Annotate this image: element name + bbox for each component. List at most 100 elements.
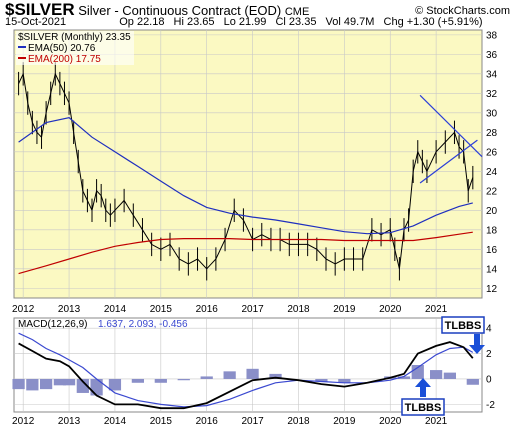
y-tick-label: 20 [486, 206, 498, 217]
instrument-name: Silver - Continuous Contract (EOD) [78, 3, 282, 18]
x-tick-label: 2015 [150, 416, 173, 427]
x-tick-label: 2012 [12, 304, 35, 315]
x-tick-label: 2021 [425, 416, 448, 427]
annotation-bottom-box [401, 398, 445, 416]
quote-high: Hi 23.65 [173, 16, 215, 28]
macd-y-axis: -2 0 2 4 [486, 324, 495, 411]
histogram-bar [12, 378, 25, 390]
histogram-bar [154, 378, 167, 383]
y-tick-label: 22 [486, 186, 498, 197]
histogram-bar [397, 376, 411, 379]
x-tick-label: 2017 [241, 416, 264, 427]
histogram-bar [430, 370, 443, 379]
chart-date: 15-Oct-2021 [5, 16, 67, 28]
price-y-axis: 12 14 16 18 20 22 24 26 28 30 32 34 36 38 [486, 30, 498, 294]
signal-line [18, 332, 474, 408]
price-legend: $SILVER (Monthly) 23.35 EMA(50) 20.76 EM… [16, 31, 134, 65]
annotation-top-arrow [469, 334, 485, 354]
x-tick-label: 2020 [379, 304, 402, 315]
histogram-bar [62, 378, 76, 386]
histogram-bar [200, 376, 213, 379]
x-tick-label: 2019 [333, 304, 356, 315]
y-tick-label: 30 [486, 108, 498, 119]
y-tick-label: 24 [486, 167, 498, 178]
y-tick-label: 26 [486, 147, 498, 158]
histogram-bar [315, 378, 328, 382]
quote-change: Chg +1.30 (+5.91%) [383, 16, 483, 28]
quote-low: Lo 21.99 [223, 16, 267, 28]
histogram-bar [40, 378, 53, 390]
macd-legend-label: MACD(12,26,9) [18, 319, 87, 330]
histogram-bar [223, 371, 236, 379]
quote-open: Op 22.18 [119, 16, 165, 28]
y-tick-label: 2 [486, 349, 492, 360]
y-tick-label: 18 [486, 225, 498, 236]
histogram-bar [338, 378, 351, 383]
y-tick-label: 34 [486, 69, 498, 80]
exchange: CME [284, 6, 310, 18]
histogram-bar [26, 378, 39, 391]
y-tick-label: -2 [486, 400, 495, 411]
ema200-line [18, 231, 473, 275]
legend-ema200: EMA(200) 17.75 [28, 54, 101, 65]
macd-legend-values: 1.637, 2.093, -0.456 [98, 319, 188, 330]
y-tick-label: 4 [486, 324, 492, 335]
histogram-bar [466, 378, 479, 385]
x-tick-label: 2013 [58, 416, 81, 427]
histogram-bar [443, 372, 456, 379]
ema50-line [18, 117, 473, 235]
y-tick-label: 36 [486, 50, 498, 61]
chart-title: $SILVER Silver - Continuous Contract (EO… [5, 0, 309, 20]
x-tick-label: 2016 [196, 416, 219, 427]
histogram-bar [108, 378, 122, 391]
x-tick-label: 2018 [287, 304, 310, 315]
quote-line: 15-Oct-2021 Op 22.18 Hi 23.65 Lo 21.99 C… [5, 16, 489, 28]
x-tick-label: 2021 [425, 304, 448, 315]
x-tick-label: 2012 [12, 416, 35, 427]
trend-line-upper [419, 94, 483, 158]
histogram-bar [76, 378, 89, 393]
y-tick-label: 0 [486, 374, 492, 385]
x-tick-label: 2016 [196, 304, 219, 315]
annotation-top-box [441, 316, 485, 334]
trend-line-lower [419, 139, 478, 184]
price-series [18, 62, 483, 281]
quote-close: Cl 23.35 [275, 16, 317, 28]
symbol: $SILVER [5, 0, 75, 19]
histogram-bar [90, 378, 103, 396]
histogram-bar [246, 368, 259, 379]
y-tick-label: 32 [486, 89, 498, 100]
x-tick-label: 2013 [58, 304, 81, 315]
price-x-axis: 2012 2013 2014 2015 2016 2017 2018 2019 2020 2021 [12, 304, 448, 315]
macd-panel [13, 317, 483, 413]
quote-volume: Vol 49.7M [325, 16, 375, 28]
annotation-bottom-label: TLBBS [405, 402, 442, 414]
x-tick-label: 2019 [333, 416, 356, 427]
y-tick-label: 12 [486, 284, 498, 295]
y-tick-label: 14 [486, 264, 498, 275]
histogram-bar [177, 378, 190, 381]
macd-x-axis: 2012 2013 2014 2015 2016 2017 2018 2019 2020 2021 [12, 416, 448, 427]
x-tick-label: 2014 [104, 416, 127, 427]
x-tick-label: 2020 [379, 416, 402, 427]
macd-line [18, 341, 474, 410]
histogram-bar [269, 373, 282, 379]
x-tick-label: 2017 [241, 304, 264, 315]
annotation-bottom: TLBBS [401, 378, 445, 416]
histogram-bar [53, 378, 66, 386]
y-tick-label: 38 [486, 30, 498, 41]
price-panel [13, 29, 483, 299]
annotation-bottom-arrow [415, 378, 431, 397]
histogram-bar [411, 365, 424, 379]
y-tick-label: 28 [486, 128, 498, 139]
y-tick-label: 16 [486, 245, 498, 256]
x-tick-label: 2014 [104, 304, 127, 315]
histogram-bar [131, 378, 144, 383]
macd-legend: MACD(12,26,9) 1.637, 2.093, -0.456 [18, 319, 188, 330]
macd-series [18, 332, 474, 410]
legend-ema50: EMA(50) 20.76 [28, 43, 96, 54]
legend-box [16, 31, 134, 65]
x-tick-label: 2018 [287, 416, 310, 427]
watermark: © StockCharts.com [415, 5, 510, 17]
